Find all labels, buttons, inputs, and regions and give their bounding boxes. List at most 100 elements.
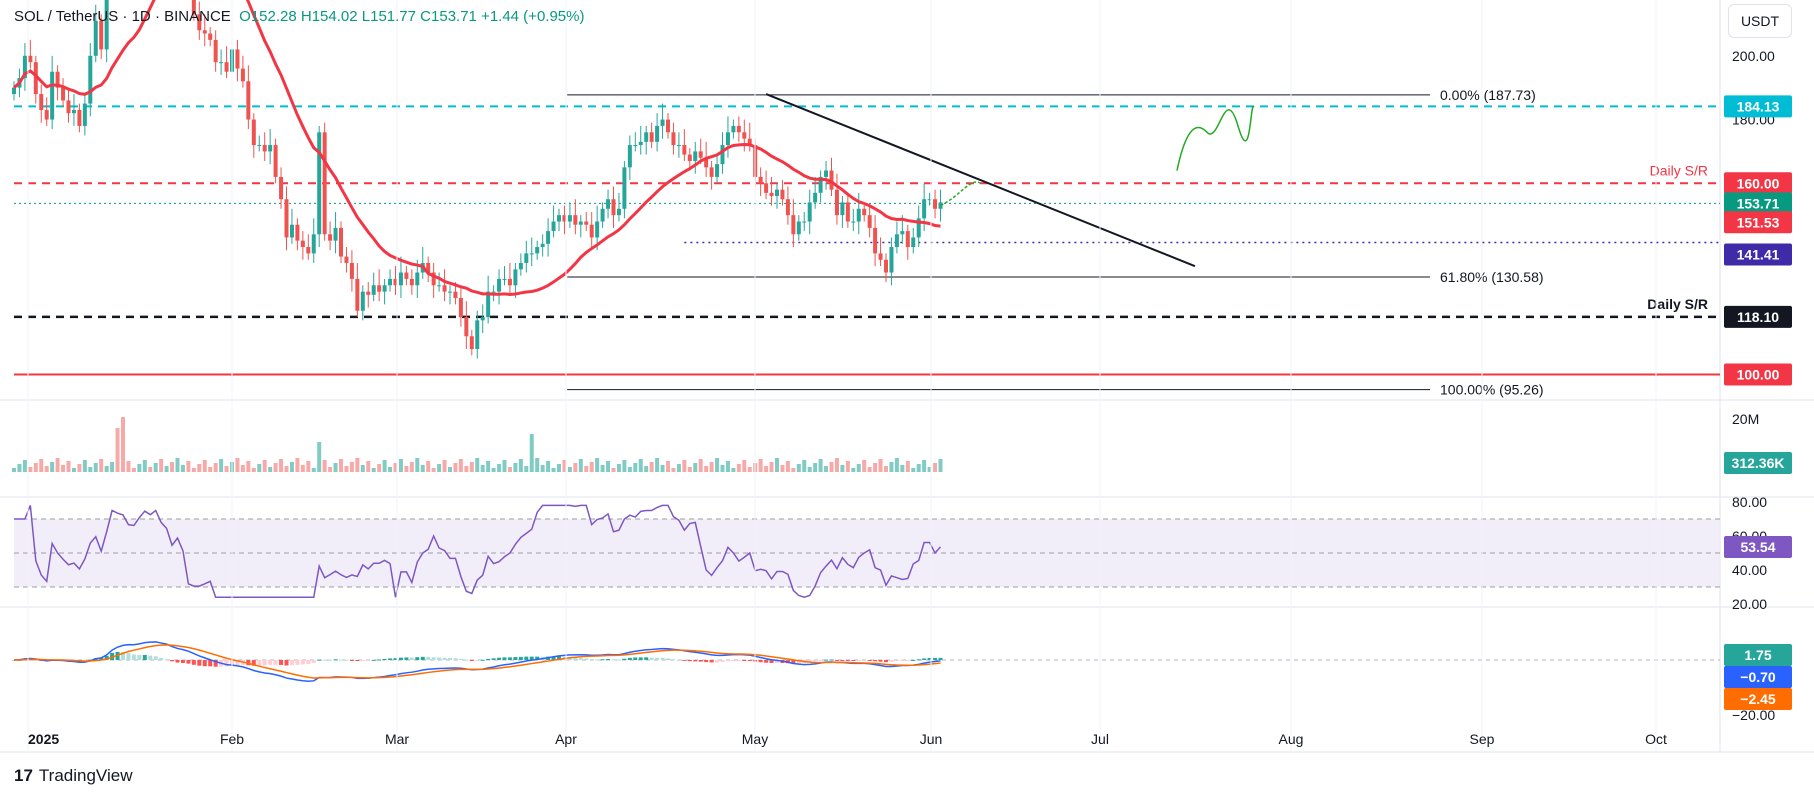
volume-bar — [273, 463, 278, 472]
quote-label: TetherUS — [55, 8, 119, 25]
candle-body — [453, 291, 458, 299]
candle-body — [731, 125, 736, 133]
candle-body — [289, 224, 294, 238]
candle-body — [208, 33, 213, 40]
macd-histogram-bar — [900, 660, 905, 661]
candle-body — [61, 87, 66, 101]
volume-bar — [829, 462, 834, 472]
candle-body — [807, 202, 812, 222]
candle-body — [322, 132, 327, 235]
volume-bar — [377, 464, 382, 472]
macd-histogram-bar — [180, 660, 185, 663]
candle-body — [693, 151, 698, 161]
candle-body — [633, 145, 638, 147]
price-badge: 184.13 — [1724, 95, 1792, 118]
volume-bar — [851, 468, 856, 472]
volume-bar — [300, 465, 305, 472]
candle-body — [507, 278, 512, 286]
macd-histogram-bar — [687, 660, 692, 662]
candle-body — [758, 176, 763, 184]
volume-bar — [437, 464, 442, 472]
volume-bar — [126, 461, 131, 472]
volume-bar — [595, 458, 600, 472]
macd-histogram-bar — [518, 656, 523, 660]
candle-body — [349, 262, 354, 279]
macd-histogram-bar — [840, 660, 845, 661]
price-badge: 118.10 — [1724, 305, 1792, 328]
candle-body — [458, 298, 463, 318]
macd-histogram-bar — [448, 658, 452, 660]
macd-histogram-bar — [110, 652, 115, 660]
volume-bar — [802, 460, 807, 472]
macd-histogram-bar — [257, 660, 262, 666]
candle-body — [279, 176, 284, 200]
volume-bar — [339, 459, 343, 472]
candle-body — [567, 215, 572, 222]
candle-body — [442, 285, 447, 292]
macd-histogram-bar — [834, 660, 839, 661]
macd-histogram-bar — [344, 659, 349, 661]
price-badge-text: 153.71 — [1737, 195, 1780, 211]
macd-histogram-bar — [676, 659, 681, 661]
candle-body — [698, 151, 703, 158]
time-axis-label: Jun — [920, 731, 943, 747]
volume-bar — [93, 463, 98, 472]
candle-body — [28, 55, 33, 63]
candle-body — [627, 145, 632, 168]
volume-bar — [546, 461, 551, 472]
candle-body — [666, 119, 670, 133]
macd-histogram-bar — [159, 657, 164, 660]
candle-body — [44, 109, 49, 120]
macd-histogram-bar — [262, 660, 267, 666]
volume-badge-bg — [1724, 452, 1792, 474]
candle-body — [224, 62, 229, 72]
fib-level-label: 100.00% (95.26) — [1440, 382, 1544, 398]
volume-bar — [682, 460, 687, 472]
volume-badge-text: 312.36K — [1732, 455, 1785, 471]
candle-body — [333, 227, 338, 241]
macd-histogram-bar — [475, 660, 480, 661]
time-axis-label: Feb — [220, 731, 244, 747]
macd-histogram-bar — [328, 659, 333, 661]
volume-bar — [878, 459, 883, 472]
price-badge: 151.53 — [1724, 211, 1792, 234]
macd-histogram-bar — [142, 654, 147, 660]
candle-body — [197, 14, 202, 31]
tradingview-logo[interactable]: 17 TradingView — [14, 766, 132, 786]
macd-histogram-bar — [153, 656, 158, 660]
volume-bar — [873, 463, 878, 472]
volume-bar — [55, 458, 60, 472]
candle-body — [884, 259, 888, 273]
volume-axis-label: 20M — [1732, 411, 1759, 427]
macd-histogram-bar — [426, 656, 431, 660]
candle-body — [431, 272, 436, 286]
currency-button[interactable]: USDT — [1728, 4, 1792, 38]
low-value: L151.77 — [361, 8, 416, 25]
volume-bar — [824, 466, 829, 472]
volume-bar — [916, 464, 921, 472]
macd-histogram-bar — [606, 659, 611, 661]
interval-label[interactable]: 1D — [131, 8, 151, 25]
volume-bar — [39, 459, 44, 472]
macd-histogram-bar — [170, 660, 175, 662]
volume-bar — [889, 462, 894, 472]
candle-body — [742, 132, 747, 139]
candle-body — [246, 81, 251, 120]
rsi-badge-bg — [1724, 535, 1792, 558]
volume-bar — [110, 462, 115, 472]
macd-histogram-bar — [867, 660, 872, 661]
macd-histogram-bar — [486, 658, 491, 660]
volume-bar — [257, 464, 262, 472]
candle-body — [715, 164, 720, 177]
candle-body — [813, 192, 818, 203]
candle-body — [856, 208, 861, 222]
fib-level-label: 0.00% (187.73) — [1440, 87, 1536, 103]
macd-histogram-bar — [758, 660, 763, 663]
macd-histogram-bar — [894, 660, 899, 661]
candle-body — [540, 243, 545, 248]
volume-bar — [366, 461, 371, 472]
volume-bar — [638, 459, 643, 472]
volume-bar — [780, 465, 785, 472]
volume-bar — [840, 465, 845, 472]
